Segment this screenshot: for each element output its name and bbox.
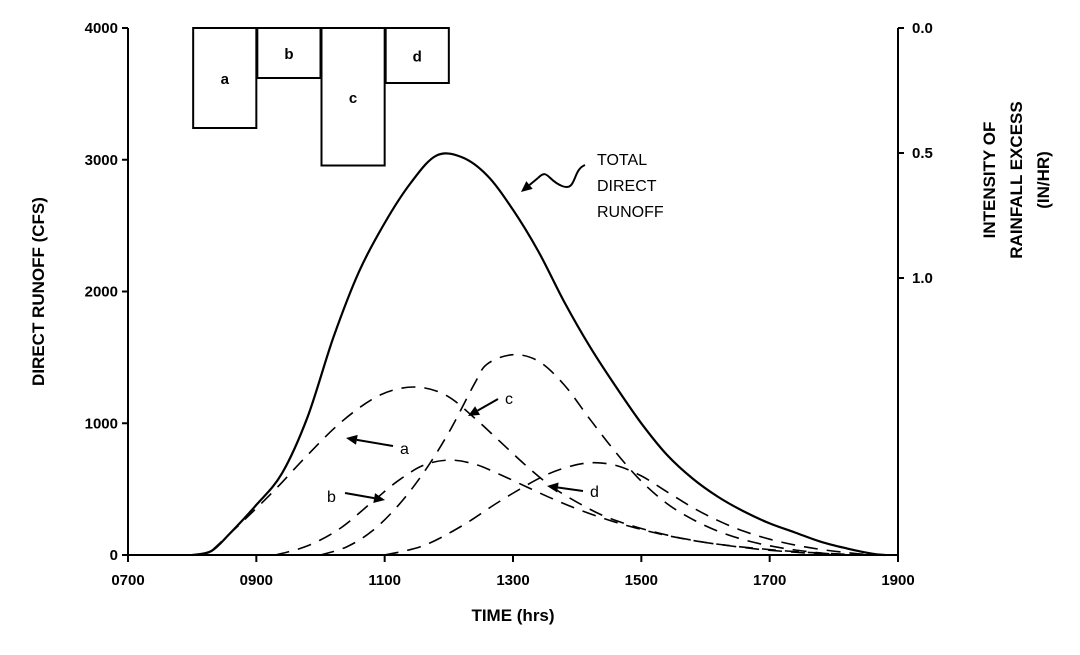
x-tick-label: 1500	[625, 572, 658, 589]
annotation-total-line1: TOTAL	[597, 152, 647, 169]
y2-tick-label: 1.0	[912, 270, 933, 287]
y-axis-title: DIRECT RUNOFF (CFS)	[29, 197, 48, 386]
x-tick-label: 0900	[240, 572, 273, 589]
x-tick-label: 1100	[368, 572, 401, 589]
axes	[122, 27, 904, 562]
x-axis-title: TIME (hrs)	[471, 606, 554, 625]
axis-titles: TIME (hrs) DIRECT RUNOFF (CFS) INTENSITY O…	[29, 101, 1053, 625]
tick-labels: 0 1000 2000 3000 4000 0.0 0.5 1.0 0700 0900 1100 13…	[85, 20, 933, 589]
annotation-c-arrow-line	[477, 398, 499, 412]
total-runoff-curve	[191, 152, 886, 557]
annotation-total-line2: DIRECT	[597, 178, 657, 195]
annotation-total-line3: RUNOFF	[597, 204, 664, 221]
annotation-b-arrow-head	[373, 493, 385, 504]
annotation-a-arrow-head	[346, 434, 358, 445]
hyetograph-bar-c	[320, 27, 386, 167]
annotation-d: d	[590, 484, 599, 501]
x-tick-label: 0700	[111, 572, 144, 589]
hyetograph-bar-label-a: a	[221, 71, 230, 88]
annotation-d-arrow-head	[547, 482, 559, 493]
hyetograph: a b c d	[192, 27, 450, 167]
y2-axis-title-line1: INTENSITY OF	[980, 122, 999, 239]
subhydrograph-curve-b	[275, 459, 860, 556]
annotation-a: a	[400, 441, 409, 458]
x-tick-label: 1700	[753, 572, 786, 589]
annotations: TOTAL DIRECT RUNOFF a b c d	[327, 152, 664, 506]
subhydrograph-curve-a	[210, 386, 834, 556]
annotation-b: b	[327, 489, 336, 506]
hyetograph-bar-label-b: b	[284, 46, 293, 63]
subhydrograph-curve-c	[320, 353, 847, 556]
y2-tick-label: 0.0	[912, 20, 933, 37]
hyetograph-bar-a	[192, 27, 258, 129]
y2-tick-label: 0.5	[912, 145, 933, 162]
y2-axis-title-line3: (IN/HR)	[1034, 151, 1053, 209]
runoff-curves	[191, 152, 886, 557]
annotation-a-arrow-line	[356, 438, 394, 447]
x-tick-label: 1900	[881, 572, 914, 589]
y-tick-label: 4000	[85, 20, 118, 37]
annotation-c-arrow-head	[468, 406, 481, 416]
y2-axis-title-line2: RAINFALL EXCESS	[1007, 101, 1026, 258]
subhydrograph-curve-d	[384, 461, 873, 556]
hyetograph-bar-label-d: d	[413, 49, 422, 66]
annotation-total-squiggle	[537, 164, 586, 189]
y-tick-label: 2000	[85, 284, 118, 301]
y-tick-label: 3000	[85, 152, 118, 169]
annotation-total-arrow-head	[521, 181, 533, 192]
y-tick-label: 1000	[85, 415, 118, 432]
annotation-d-arrow-line	[557, 486, 584, 492]
hyetograph-bar-d	[384, 27, 450, 84]
annotation-c: c	[505, 391, 513, 408]
x-tick-label: 1300	[496, 572, 529, 589]
annotation-total-arrow-line	[528, 177, 539, 186]
y-tick-label: 0	[110, 547, 118, 564]
annotation-b-arrow-line	[344, 492, 375, 500]
hyetograph-bar-b	[256, 27, 322, 79]
hyetograph-bar-label-c: c	[349, 90, 357, 107]
